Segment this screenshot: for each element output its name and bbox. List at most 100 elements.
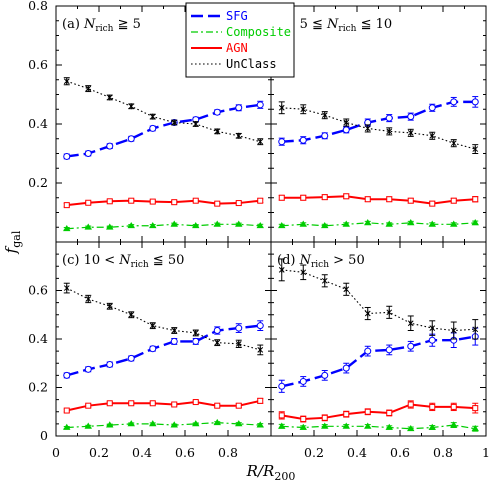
legend-box	[185, 2, 295, 78]
data-point	[299, 136, 307, 144]
data-point	[428, 220, 436, 227]
legend-label-agn: AGN	[226, 41, 248, 55]
data-point	[364, 125, 371, 132]
data-point	[278, 422, 286, 429]
data-point	[214, 200, 221, 207]
data-point	[364, 347, 372, 355]
series-sfg	[63, 100, 264, 160]
series-line	[281, 269, 476, 332]
panels-group: (a) Nrich ≧ 5 (b) 5 ≦ Nrich ≦ 10 (c) 10 < …	[55, 5, 487, 437]
data-point	[63, 202, 70, 209]
data-point	[128, 197, 135, 204]
data-point	[386, 309, 393, 316]
data-point	[364, 408, 371, 415]
data-point	[213, 418, 221, 426]
data-point	[63, 224, 71, 232]
axes-labels: R/R200 fgal	[2, 230, 295, 483]
data-point	[407, 320, 414, 327]
series-line	[281, 107, 476, 150]
data-point	[149, 113, 156, 120]
y-tick-label: 0	[40, 428, 48, 443]
data-point	[278, 412, 285, 419]
data-point	[342, 422, 350, 429]
series-line	[66, 223, 261, 230]
series-agn	[63, 197, 264, 209]
data-point	[149, 221, 157, 229]
x-tick-label: 0.6	[175, 445, 195, 460]
data-point	[85, 85, 92, 92]
data-point	[386, 196, 393, 203]
legend-label-unclass: UnClass	[226, 57, 277, 71]
data-point	[278, 266, 285, 273]
series-line	[66, 287, 261, 351]
panel-label: (a) Nrich ≧ 5	[62, 17, 141, 34]
data-point	[300, 269, 307, 276]
data-point	[386, 409, 393, 416]
series-sfg	[278, 327, 479, 393]
data-point	[450, 220, 458, 227]
series-agn	[63, 397, 264, 414]
series-line	[66, 422, 261, 429]
data-point	[385, 423, 393, 430]
data-point	[450, 421, 458, 428]
data-point	[85, 199, 92, 206]
x-axis-title: R/R200	[246, 462, 296, 483]
series-agn	[278, 400, 479, 423]
data-point	[278, 104, 285, 111]
data-point	[407, 342, 415, 350]
series-line	[66, 103, 261, 158]
data-point	[321, 221, 329, 229]
data-point	[235, 200, 242, 207]
data-point	[63, 152, 71, 160]
legend-label-composite: Composite	[226, 25, 291, 39]
data-point	[364, 310, 371, 317]
data-point	[450, 327, 457, 334]
data-point	[149, 198, 156, 205]
data-point	[321, 277, 328, 284]
data-point	[84, 422, 92, 429]
data-point	[214, 402, 221, 409]
series-unclass	[63, 282, 264, 356]
data-point	[300, 416, 307, 423]
data-point	[235, 420, 243, 427]
data-point	[127, 420, 135, 427]
data-point	[235, 104, 243, 112]
series-unclass	[278, 101, 479, 154]
data-point	[407, 129, 414, 136]
data-point	[257, 397, 264, 404]
data-point	[171, 401, 178, 408]
data-point	[128, 400, 135, 407]
data-point	[257, 346, 264, 353]
data-point	[213, 220, 221, 227]
data-point	[106, 400, 113, 407]
series-unclass	[278, 258, 479, 340]
data-point	[106, 94, 113, 101]
data-point	[428, 104, 436, 112]
data-point	[471, 219, 479, 226]
data-point	[106, 421, 114, 428]
y-tick-label: 0.6	[28, 57, 48, 72]
data-point	[385, 346, 393, 354]
data-point	[278, 138, 286, 146]
panel-c: (c) 10 < Nrich ≦ 50	[55, 241, 272, 437]
series-sfg	[63, 320, 264, 379]
data-point	[235, 132, 242, 139]
data-point	[278, 382, 286, 390]
series-composite	[278, 219, 479, 229]
data-point	[128, 311, 135, 318]
x-tick-label: 0.4	[132, 445, 152, 460]
data-point	[127, 354, 135, 362]
data-point	[300, 106, 307, 113]
data-point	[106, 303, 113, 310]
series-line	[281, 424, 476, 430]
data-point	[407, 401, 414, 408]
data-point	[450, 403, 457, 410]
series-line	[281, 403, 476, 421]
data-point	[106, 360, 114, 368]
x-tick-label: 0.2	[304, 445, 324, 460]
series-line	[281, 335, 476, 388]
data-point	[385, 114, 393, 122]
panel-label: (d) Nrich > 50	[277, 253, 365, 270]
data-point	[321, 112, 328, 119]
data-point	[300, 194, 307, 201]
